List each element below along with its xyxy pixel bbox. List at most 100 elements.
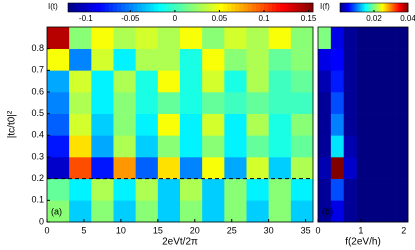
heat-cell [180,135,203,158]
heat-cell [47,92,70,114]
heat-cell [202,200,225,223]
heat-cell [369,200,383,223]
colorbar-swatch [243,3,249,12]
heat-cell [180,200,203,223]
colorbar-tick-label: -0.1 [79,14,93,23]
heat-cell [180,157,203,179]
heat-cell [395,70,409,93]
colorbar-swatch [364,3,367,12]
heat-cell [343,70,357,93]
x-tick-label: 1 [358,225,363,235]
colorbar-swatch [393,3,395,12]
heat-cell [47,157,70,179]
colorbar-swatch [340,3,342,12]
heat-cell [91,92,114,114]
heat-cell [157,157,181,179]
panel-label: (b) [322,206,333,216]
colorbar-swatch [398,3,401,12]
heat-cell [47,70,70,93]
colorbar-swatch [157,3,163,12]
heat-cell [382,135,396,158]
colorbar-swatch [343,3,345,12]
heat-cell [91,27,114,49]
colorbar-swatch [392,3,394,12]
heat-cell [113,92,136,114]
colorbar-swatch [100,3,106,12]
heat-cell [318,27,332,49]
colorbar-swatch [92,3,97,12]
colorbar-frame [67,2,314,13]
colorbar-swatch [182,3,187,12]
heat-cell [135,157,159,179]
x-tick-label: 0 [315,225,320,235]
colorbar-swatch [117,3,122,12]
colorbar-swatch [406,3,409,12]
heat-cell [180,27,203,49]
colorbar-swatch [401,3,403,12]
heat-cell [395,178,409,201]
colorbar-swatch [149,3,155,12]
colorbar-swatch [361,3,364,12]
colorbar-swatch [170,3,175,12]
heat-cell [356,70,370,93]
heat-cell [113,48,136,71]
heat-cell [356,27,370,49]
heat-cell [290,135,314,158]
colorbar-swatch [137,3,142,12]
y-tick-label: 0.8 [31,43,44,53]
heat-cell [246,157,269,179]
colorbar-swatch [379,3,382,12]
colorbar-swatch [206,3,212,12]
heat-cell [224,70,247,93]
heat-cell [47,48,70,71]
colorbar-swatch [255,3,261,12]
heat-cell [369,157,383,179]
colorbar-swatch [108,3,114,12]
heat-cell [268,48,292,71]
heat-cell [224,48,247,71]
heat-cell [91,178,114,201]
heat-cell [69,113,92,136]
colorbar-swatch [284,3,289,12]
colorbar-swatch [347,3,350,12]
heat-cell [113,178,136,201]
colorbar-swatch [235,3,240,12]
heat-cell [180,113,203,136]
heat-cell [135,178,159,201]
heat-cell [330,157,345,179]
colorbar-swatch [376,3,378,12]
heat-cell [246,178,269,201]
heat-cell [224,92,247,114]
y-tick-label: 0.6 [31,86,44,96]
heat-cell [202,178,225,201]
y-tick-label: 0.4 [31,130,44,140]
heat-cell [157,113,181,136]
heat-cell [268,92,292,114]
colorbar-swatch [400,3,402,12]
colorbar-swatch [350,3,352,12]
heat-cell [91,70,114,93]
colorbar-swatch [402,3,404,12]
colorbar-swatch [384,3,386,12]
colorbar-swatch [288,3,293,12]
heat-cell [318,113,332,136]
heat-cell [290,48,314,71]
colorbar-swatch [300,3,306,12]
colorbar-swatch [380,3,383,12]
y-tick-label: 0.1 [31,195,44,205]
heat-cell [382,92,396,114]
heat-cell [135,27,159,49]
heat-cell [202,113,225,136]
heat-cell [113,157,136,179]
colorbar-swatch [190,3,195,12]
colorbar-swatch [80,3,85,12]
heat-cell [69,200,92,223]
colorbar-tick-label: 0.02 [366,14,382,23]
heat-cell [69,92,92,114]
colorbar-swatch [369,3,371,12]
colorbar-swatch [385,3,387,12]
heat-cell [47,178,70,201]
colorbar-swatch [264,3,269,12]
colorbar-swatch [215,3,220,12]
heat-cell [135,113,159,136]
